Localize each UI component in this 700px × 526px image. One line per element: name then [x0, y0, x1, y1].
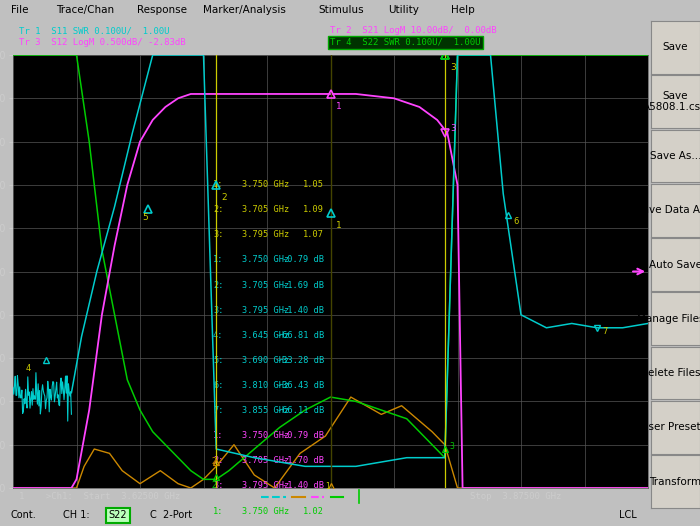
- Text: 3.690 GHz: 3.690 GHz: [241, 356, 289, 365]
- Text: 1.07: 1.07: [303, 230, 324, 239]
- Text: 1.02: 1.02: [303, 507, 324, 515]
- Text: 3.750 GHz: 3.750 GHz: [241, 180, 289, 189]
- Text: 3.750 GHz: 3.750 GHz: [241, 256, 289, 265]
- Text: Stop  3.87500 GHz: Stop 3.87500 GHz: [470, 492, 561, 501]
- Text: 2: 2: [221, 193, 227, 202]
- Text: Transform: Transform: [650, 477, 700, 487]
- Text: 1: 1: [335, 221, 342, 230]
- Text: 1:: 1:: [213, 431, 223, 440]
- Text: Tr 2  S21 LogM 10.00dB/  0.00dB: Tr 2 S21 LogM 10.00dB/ 0.00dB: [330, 26, 497, 35]
- Text: 2:: 2:: [213, 280, 223, 289]
- Text: 5: 5: [143, 213, 148, 221]
- Text: 3.795 GHz: 3.795 GHz: [241, 306, 289, 315]
- Text: User Preset...: User Preset...: [640, 422, 700, 432]
- Text: -0.79 dB: -0.79 dB: [282, 256, 324, 265]
- Text: C  2-Port: C 2-Port: [150, 511, 193, 521]
- Text: 1: 1: [335, 102, 342, 111]
- Text: 7: 7: [602, 327, 608, 336]
- Text: 1:: 1:: [213, 507, 223, 515]
- Text: Save Data As...: Save Data As...: [636, 205, 700, 215]
- Text: 3.750 GHz: 3.750 GHz: [241, 431, 289, 440]
- Text: 4: 4: [26, 364, 31, 373]
- Text: -66.81 dB: -66.81 dB: [277, 331, 324, 340]
- Text: 3.795 GHz: 3.795 GHz: [241, 230, 289, 239]
- Text: 1:: 1:: [213, 180, 223, 189]
- Text: 1:: 1:: [213, 256, 223, 265]
- Text: 2:: 2:: [213, 457, 223, 466]
- Text: Tr 4  S22 SWR 0.100U/  1.00U: Tr 4 S22 SWR 0.100U/ 1.00U: [330, 38, 481, 47]
- Text: Auto Save: Auto Save: [649, 259, 700, 269]
- Text: 3.705 GHz: 3.705 GHz: [241, 457, 289, 466]
- Text: -1.40 dB: -1.40 dB: [282, 481, 324, 490]
- Text: 3.705 GHz: 3.705 GHz: [241, 205, 289, 214]
- Text: S22: S22: [108, 511, 127, 521]
- Text: 4:: 4:: [213, 331, 223, 340]
- Text: CH 1:: CH 1:: [63, 511, 90, 521]
- Text: 1.05: 1.05: [303, 180, 324, 189]
- Text: 1.09: 1.09: [303, 205, 324, 214]
- Text: -1.69 dB: -1.69 dB: [282, 280, 324, 289]
- Text: -0.79 dB: -0.79 dB: [282, 431, 324, 440]
- Text: -1.70 dB: -1.70 dB: [282, 457, 324, 466]
- Text: LCL: LCL: [620, 511, 637, 521]
- Text: Tr 3  S12 LogM 0.500dB/ -2.83dB: Tr 3 S12 LogM 0.500dB/ -2.83dB: [20, 38, 186, 47]
- Text: 1: 1: [326, 482, 330, 491]
- Text: Response: Response: [136, 5, 186, 15]
- Text: -33.28 dB: -33.28 dB: [277, 356, 324, 365]
- Text: Utility: Utility: [389, 5, 419, 15]
- Text: -66.11 dB: -66.11 dB: [277, 406, 324, 415]
- Text: Save
A5808.1.csa: Save A5808.1.csa: [643, 91, 700, 113]
- Text: 3.750 GHz: 3.750 GHz: [241, 507, 289, 515]
- Text: Save: Save: [663, 43, 688, 53]
- Text: 2: 2: [211, 457, 216, 466]
- Text: Trace/Chan: Trace/Chan: [56, 5, 114, 15]
- Text: Cont.: Cont.: [10, 511, 36, 521]
- Text: 3:: 3:: [213, 481, 223, 490]
- Text: 1    >Ch1:  Start  3.62500 GHz: 1 >Ch1: Start 3.62500 GHz: [20, 492, 181, 501]
- Text: Save As...: Save As...: [650, 151, 700, 161]
- Text: 3: 3: [450, 124, 456, 133]
- Text: 3:: 3:: [213, 306, 223, 315]
- Text: File: File: [10, 5, 28, 15]
- Text: -1.40 dB: -1.40 dB: [282, 306, 324, 315]
- Text: 6:: 6:: [213, 381, 223, 390]
- Text: -36.43 dB: -36.43 dB: [277, 381, 324, 390]
- Text: Marker/Analysis: Marker/Analysis: [203, 5, 286, 15]
- Text: 5:: 5:: [213, 356, 223, 365]
- Text: 3.855 GHz: 3.855 GHz: [241, 406, 289, 415]
- Text: 2: 2: [211, 481, 216, 490]
- Text: 3:: 3:: [213, 230, 223, 239]
- Text: 3.705 GHz: 3.705 GHz: [241, 280, 289, 289]
- Text: 3.810 GHz: 3.810 GHz: [241, 381, 289, 390]
- Text: Help: Help: [452, 5, 475, 15]
- Text: Delete Files ►: Delete Files ►: [640, 368, 700, 378]
- Text: Stimulus: Stimulus: [318, 5, 364, 15]
- Text: Manage Files...: Manage Files...: [637, 314, 700, 324]
- Text: 3.645 GHz: 3.645 GHz: [241, 331, 289, 340]
- Text: 3: 3: [450, 63, 456, 72]
- Text: 7:: 7:: [213, 406, 223, 415]
- Text: 2:: 2:: [213, 205, 223, 214]
- Text: 6: 6: [513, 217, 519, 226]
- Text: 3.795 GHz: 3.795 GHz: [241, 481, 289, 490]
- Text: 3: 3: [450, 442, 455, 451]
- Text: Tr 1  S11 SWR 0.100U/  1.00U: Tr 1 S11 SWR 0.100U/ 1.00U: [20, 26, 170, 35]
